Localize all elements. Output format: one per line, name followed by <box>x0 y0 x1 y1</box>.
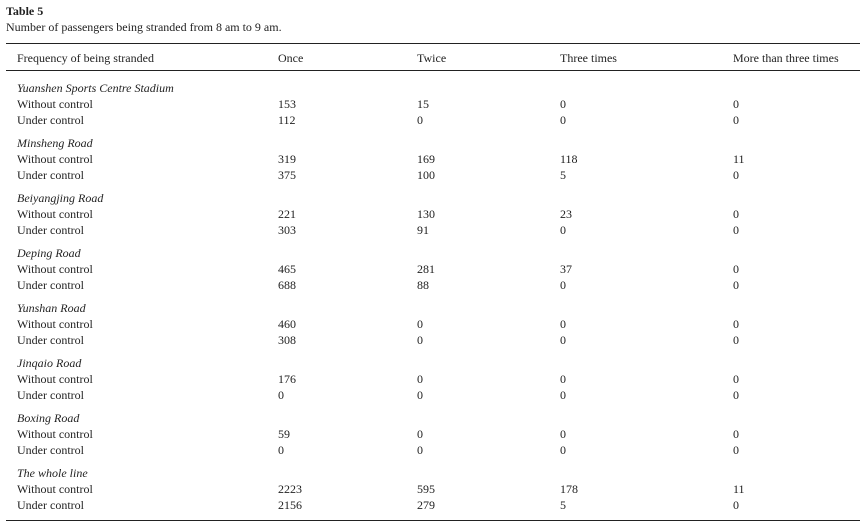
cell: 0 <box>417 442 423 457</box>
cell: 23 <box>560 207 572 221</box>
cell: 595 <box>417 482 435 496</box>
row-label: Under control <box>17 112 84 127</box>
cell: 0 <box>733 442 739 457</box>
row-label: Without control <box>17 262 93 276</box>
row-label: Under control <box>17 277 84 292</box>
row-label: Without control <box>17 97 93 111</box>
cell: 2223 <box>278 482 302 496</box>
cell: 0 <box>733 222 739 237</box>
cell: 0 <box>417 332 423 347</box>
cell: 0 <box>733 332 739 347</box>
cell: 5 <box>560 167 566 182</box>
cell: 0 <box>733 497 739 512</box>
cell: 0 <box>733 207 739 221</box>
group-name: Boxing Road <box>17 411 80 425</box>
cell: 0 <box>733 112 739 127</box>
column-header: More than three times <box>733 51 839 65</box>
cell: 5 <box>560 497 566 512</box>
cell: 100 <box>417 167 435 182</box>
row-label: Without control <box>17 427 93 441</box>
cell: 303 <box>278 222 296 237</box>
table-caption: Number of passengers being stranded from… <box>6 20 282 34</box>
cell: 0 <box>733 97 739 111</box>
cell: 375 <box>278 167 296 182</box>
row-label: Under control <box>17 332 84 347</box>
row-label: Without control <box>17 482 93 496</box>
column-header: Twice <box>417 51 447 65</box>
row-label: Under control <box>17 387 84 402</box>
top-rule <box>6 43 860 44</box>
cell: 308 <box>278 332 296 347</box>
cell: 0 <box>733 277 739 292</box>
cell: 0 <box>560 112 566 127</box>
row-label: Without control <box>17 317 93 331</box>
cell: 0 <box>733 167 739 182</box>
cell: 688 <box>278 277 296 292</box>
cell: 221 <box>278 207 296 221</box>
row-label: Under control <box>17 222 84 237</box>
column-header: Three times <box>560 51 617 65</box>
cell: 0 <box>560 97 566 111</box>
cell: 11 <box>733 152 745 166</box>
cell: 118 <box>560 152 578 166</box>
cell: 0 <box>733 387 739 402</box>
cell: 178 <box>560 482 578 496</box>
cell: 0 <box>278 442 284 457</box>
cell: 465 <box>278 262 296 276</box>
cell: 176 <box>278 372 296 386</box>
cell: 0 <box>560 442 566 457</box>
cell: 0 <box>560 277 566 292</box>
cell: 0 <box>733 317 739 331</box>
cell: 279 <box>417 497 435 512</box>
cell: 37 <box>560 262 572 276</box>
cell: 0 <box>560 387 566 402</box>
cell: 281 <box>417 262 435 276</box>
cell: 0 <box>560 332 566 347</box>
row-label: Without control <box>17 152 93 166</box>
group-name: Yuanshen Sports Centre Stadium <box>17 81 174 95</box>
cell: 0 <box>733 372 739 386</box>
cell: 0 <box>560 427 566 441</box>
column-header: Frequency of being stranded <box>17 51 154 65</box>
header-rule <box>6 70 860 71</box>
group-name: The whole line <box>17 466 88 480</box>
cell: 0 <box>417 112 423 127</box>
table-title: Table 5 <box>6 4 44 18</box>
cell: 0 <box>560 222 566 237</box>
cell: 130 <box>417 207 435 221</box>
group-name: Beiyangjing Road <box>17 191 104 205</box>
row-label: Without control <box>17 372 93 386</box>
cell: 0 <box>417 427 423 441</box>
bottom-rule <box>6 520 860 521</box>
group-name: Deping Road <box>17 246 81 260</box>
cell: 91 <box>417 222 429 237</box>
cell: 319 <box>278 152 296 166</box>
cell: 0 <box>733 262 739 276</box>
group-name: Yunshan Road <box>17 301 86 315</box>
column-header: Once <box>278 51 304 65</box>
cell: 2156 <box>278 497 302 512</box>
cell: 59 <box>278 427 290 441</box>
cell: 112 <box>278 112 296 127</box>
group-name: Jinqaio Road <box>17 356 82 370</box>
row-label: Under control <box>17 497 84 512</box>
row-label: Without control <box>17 207 93 221</box>
row-label: Under control <box>17 167 84 182</box>
group-name: Minsheng Road <box>17 136 93 150</box>
cell: 0 <box>733 427 739 441</box>
cell: 153 <box>278 97 296 111</box>
cell: 11 <box>733 482 745 496</box>
row-label: Under control <box>17 442 84 457</box>
cell: 0 <box>417 387 423 402</box>
cell: 0 <box>417 372 423 386</box>
cell: 0 <box>417 317 423 331</box>
cell: 0 <box>278 387 284 402</box>
cell: 0 <box>560 317 566 331</box>
cell: 88 <box>417 277 429 292</box>
cell: 15 <box>417 97 429 111</box>
cell: 460 <box>278 317 296 331</box>
cell: 0 <box>560 372 566 386</box>
cell: 169 <box>417 152 435 166</box>
